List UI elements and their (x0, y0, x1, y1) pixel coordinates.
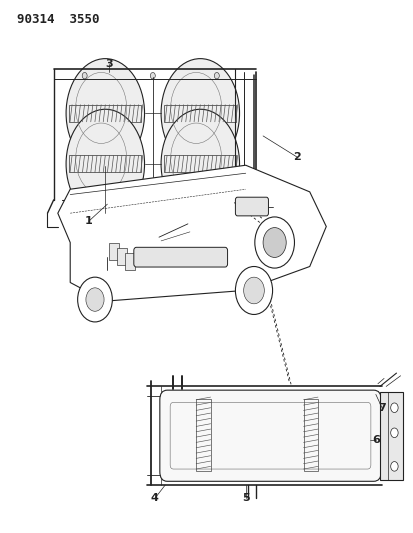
Circle shape (391, 462, 398, 471)
Ellipse shape (161, 59, 240, 168)
Circle shape (214, 72, 219, 79)
Ellipse shape (66, 109, 145, 219)
Circle shape (391, 428, 398, 438)
Circle shape (263, 228, 286, 257)
Text: 4: 4 (151, 494, 159, 503)
Bar (164, 155, 236, 173)
Bar (125, 253, 135, 270)
Circle shape (86, 288, 104, 311)
FancyBboxPatch shape (160, 390, 381, 481)
Circle shape (244, 277, 264, 304)
Polygon shape (58, 165, 326, 301)
Bar (164, 104, 236, 122)
FancyBboxPatch shape (235, 197, 268, 216)
Circle shape (82, 72, 87, 79)
Ellipse shape (161, 109, 240, 219)
Circle shape (235, 266, 273, 314)
Bar (380, 392, 403, 480)
Text: 6: 6 (372, 435, 380, 445)
Circle shape (391, 403, 398, 413)
Bar (109, 243, 119, 260)
Ellipse shape (66, 59, 145, 168)
Text: 5: 5 (242, 494, 249, 503)
Bar (117, 248, 127, 265)
Bar (196, 399, 211, 471)
Bar (69, 104, 141, 122)
Circle shape (255, 217, 294, 268)
Circle shape (150, 72, 155, 79)
Text: 2: 2 (294, 152, 301, 162)
Text: 1: 1 (85, 216, 93, 226)
Bar (69, 155, 141, 173)
Text: 3: 3 (106, 59, 113, 69)
Circle shape (78, 277, 112, 322)
FancyBboxPatch shape (134, 247, 228, 267)
Text: 7: 7 (378, 403, 386, 413)
Bar (304, 399, 318, 471)
Text: 90314  3550: 90314 3550 (17, 13, 99, 26)
